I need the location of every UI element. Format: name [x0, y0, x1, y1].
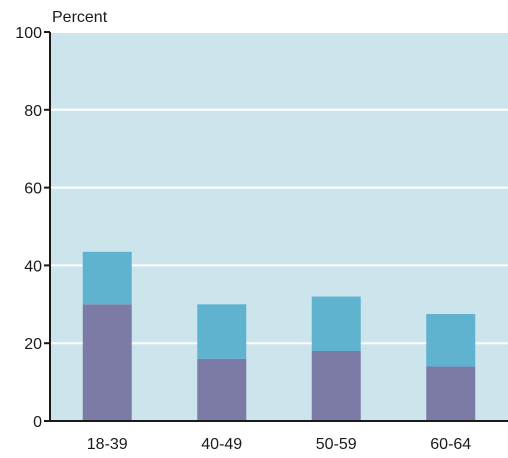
- y-axis-title: Percent: [52, 9, 108, 26]
- bar-segment-upper-60-64: [426, 314, 476, 367]
- y-tick-label: 0: [33, 414, 42, 431]
- y-tick-label: 40: [24, 258, 42, 275]
- x-tick-labels: 18-39 40-49 50-59 60-64: [87, 436, 472, 453]
- y-tick-label: 60: [24, 181, 42, 198]
- y-tick-label: 80: [24, 103, 42, 120]
- y-tick-label: 20: [24, 336, 42, 353]
- y-tick-label: 100: [15, 25, 42, 42]
- y-tick-labels: 0 20 40 60 80 100: [15, 25, 50, 431]
- bar-segment-lower-60-64: [426, 366, 476, 421]
- bar-segment-upper-50-59: [311, 296, 361, 351]
- bar-segment-upper-40-49: [197, 304, 247, 359]
- bar-segment-lower-50-59: [311, 350, 361, 421]
- bars: [82, 251, 476, 421]
- x-tick-label: 50-59: [316, 436, 357, 453]
- x-tick-label: 40-49: [201, 436, 242, 453]
- x-tick-label: 18-39: [87, 436, 128, 453]
- bar-segment-lower-18-39: [82, 304, 132, 421]
- x-tick-label: 60-64: [430, 436, 471, 453]
- bar-segment-lower-40-49: [197, 358, 247, 421]
- bar-segment-upper-18-39: [82, 251, 132, 305]
